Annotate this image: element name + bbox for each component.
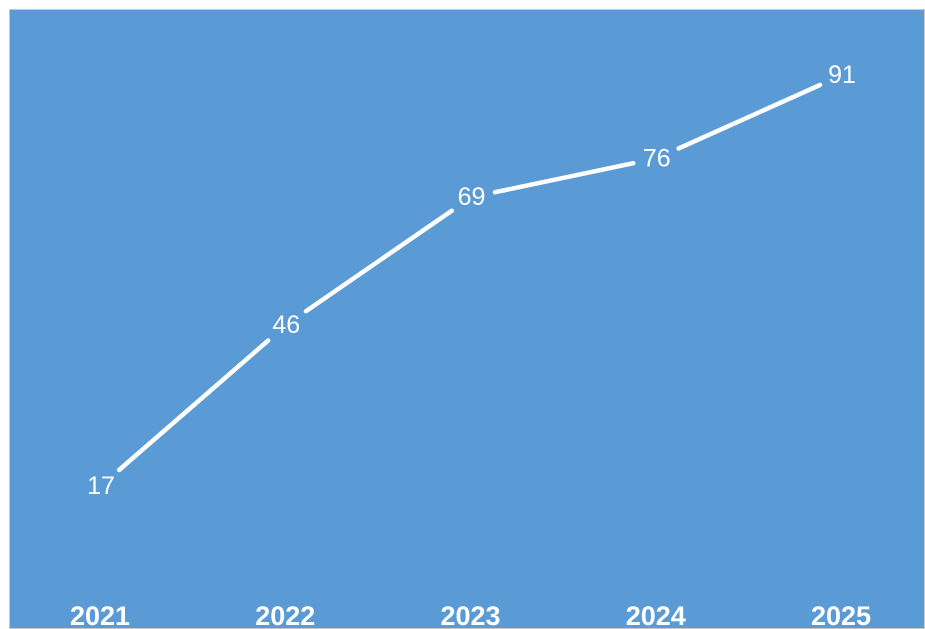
series-segment-2022-2023 — [303, 208, 454, 314]
chart-background — [9, 9, 925, 629]
data-label-2022: 46 — [272, 311, 300, 339]
series-segment-2023-2024 — [492, 160, 636, 195]
data-label-2023: 69 — [458, 183, 486, 211]
x-tick-label-2024: 2024 — [626, 601, 686, 629]
x-tick-label-2022: 2022 — [255, 601, 315, 629]
drop-lines — [99, 96, 844, 576]
series-segment-2024-2025 — [676, 82, 823, 151]
series-line-layer — [116, 82, 823, 473]
x-tick-label-2021: 2021 — [70, 601, 130, 629]
x-axis-tick-labels: 2021 2022 2023 2024 2025 — [70, 601, 871, 629]
x-tick-label-2023: 2023 — [440, 601, 500, 629]
data-label-2024: 76 — [643, 144, 671, 172]
data-label-2021: 17 — [87, 472, 115, 500]
x-tick-label-2025: 2025 — [811, 601, 871, 629]
data-label-2025: 91 — [828, 61, 856, 89]
data-labels: 17 46 69 76 91 — [87, 61, 856, 500]
series-segment-2021-2022 — [116, 338, 271, 473]
